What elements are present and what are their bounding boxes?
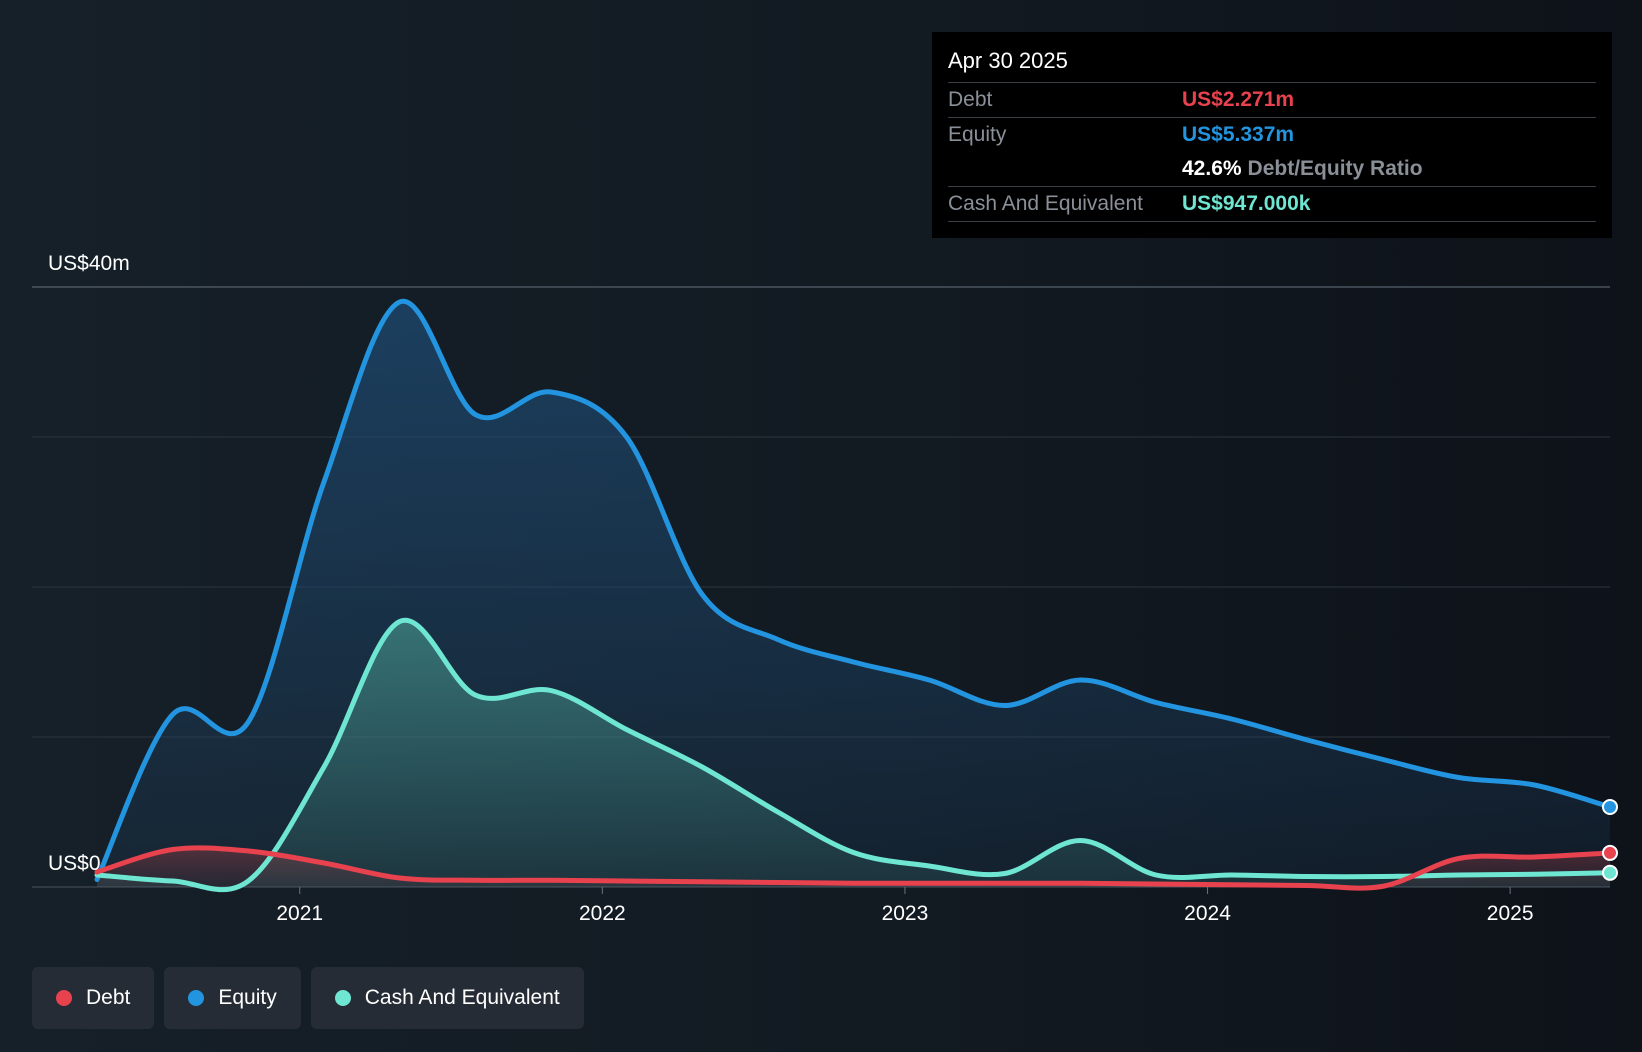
tooltip-row-ratio: 42.6% Debt/Equity Ratio [948, 152, 1596, 186]
y-axis-label-top: US$40m [48, 252, 130, 275]
end-marker-equity [1602, 798, 1618, 815]
legend-cash-dot-icon [334, 990, 351, 1006]
x-tick-label: 2024 [1184, 902, 1231, 925]
tooltip-debt-value: US$2.271m [1182, 88, 1295, 111]
line-cash [94, 617, 1613, 893]
legend-item-equity[interactable]: Equity [164, 967, 301, 1029]
tooltip-cash-label: Cash And Equivalent [948, 192, 1143, 215]
end-marker-cash [1602, 864, 1618, 881]
tooltip-row-debt: Debt US$2.271m [948, 82, 1596, 117]
tooltip-ratio-value: 42.6% [1182, 157, 1242, 180]
legend-item-debt[interactable]: Debt [32, 967, 155, 1029]
tooltip-equity-value: US$5.337m [1182, 123, 1295, 146]
x-tick-label: 2023 [882, 902, 929, 925]
tooltip-equity-label: Equity [948, 123, 1007, 146]
end-marker-debt [1602, 844, 1618, 861]
chart-x-tick-labels: 2021 2022 2023 2024 2025 [276, 887, 1534, 925]
legend-equity-label: Equity [218, 986, 277, 1009]
legend-debt-dot-icon [56, 990, 72, 1006]
tooltip-debt-label: Debt [948, 88, 993, 111]
chart-legend: Debt Equity Cash And Equivalent [32, 967, 584, 1029]
legend-cash-label: Cash And Equivalent [364, 986, 560, 1009]
chart-end-markers [1602, 798, 1618, 881]
line-debt [94, 845, 1613, 891]
line-equity [94, 298, 1613, 882]
tooltip-row-equity: Equity US$5.337m [948, 117, 1596, 152]
tooltip-cash-value: US$947.000k [1182, 192, 1311, 215]
chart-areas [97, 301, 1610, 890]
tooltip-panel: Apr 30 2025 Debt US$2.271m Equity US$5.3… [932, 32, 1612, 238]
y-axis-label-bottom: US$0 [48, 852, 101, 875]
legend-debt-label: Debt [86, 986, 131, 1009]
tooltip-date: Apr 30 2025 [948, 48, 1068, 73]
x-tick-label: 2021 [276, 902, 323, 925]
legend-item-cash[interactable]: Cash And Equivalent [310, 967, 584, 1029]
area-cash [97, 620, 1610, 890]
legend-equity-dot-icon [188, 990, 205, 1006]
x-tick-label: 2022 [579, 902, 626, 925]
tooltip-row-cash: Cash And Equivalent US$947.000k [948, 186, 1596, 222]
x-tick-label: 2025 [1487, 902, 1534, 925]
tooltip-ratio-label: Debt/Equity Ratio [1247, 157, 1423, 180]
chart-lines [94, 298, 1613, 893]
